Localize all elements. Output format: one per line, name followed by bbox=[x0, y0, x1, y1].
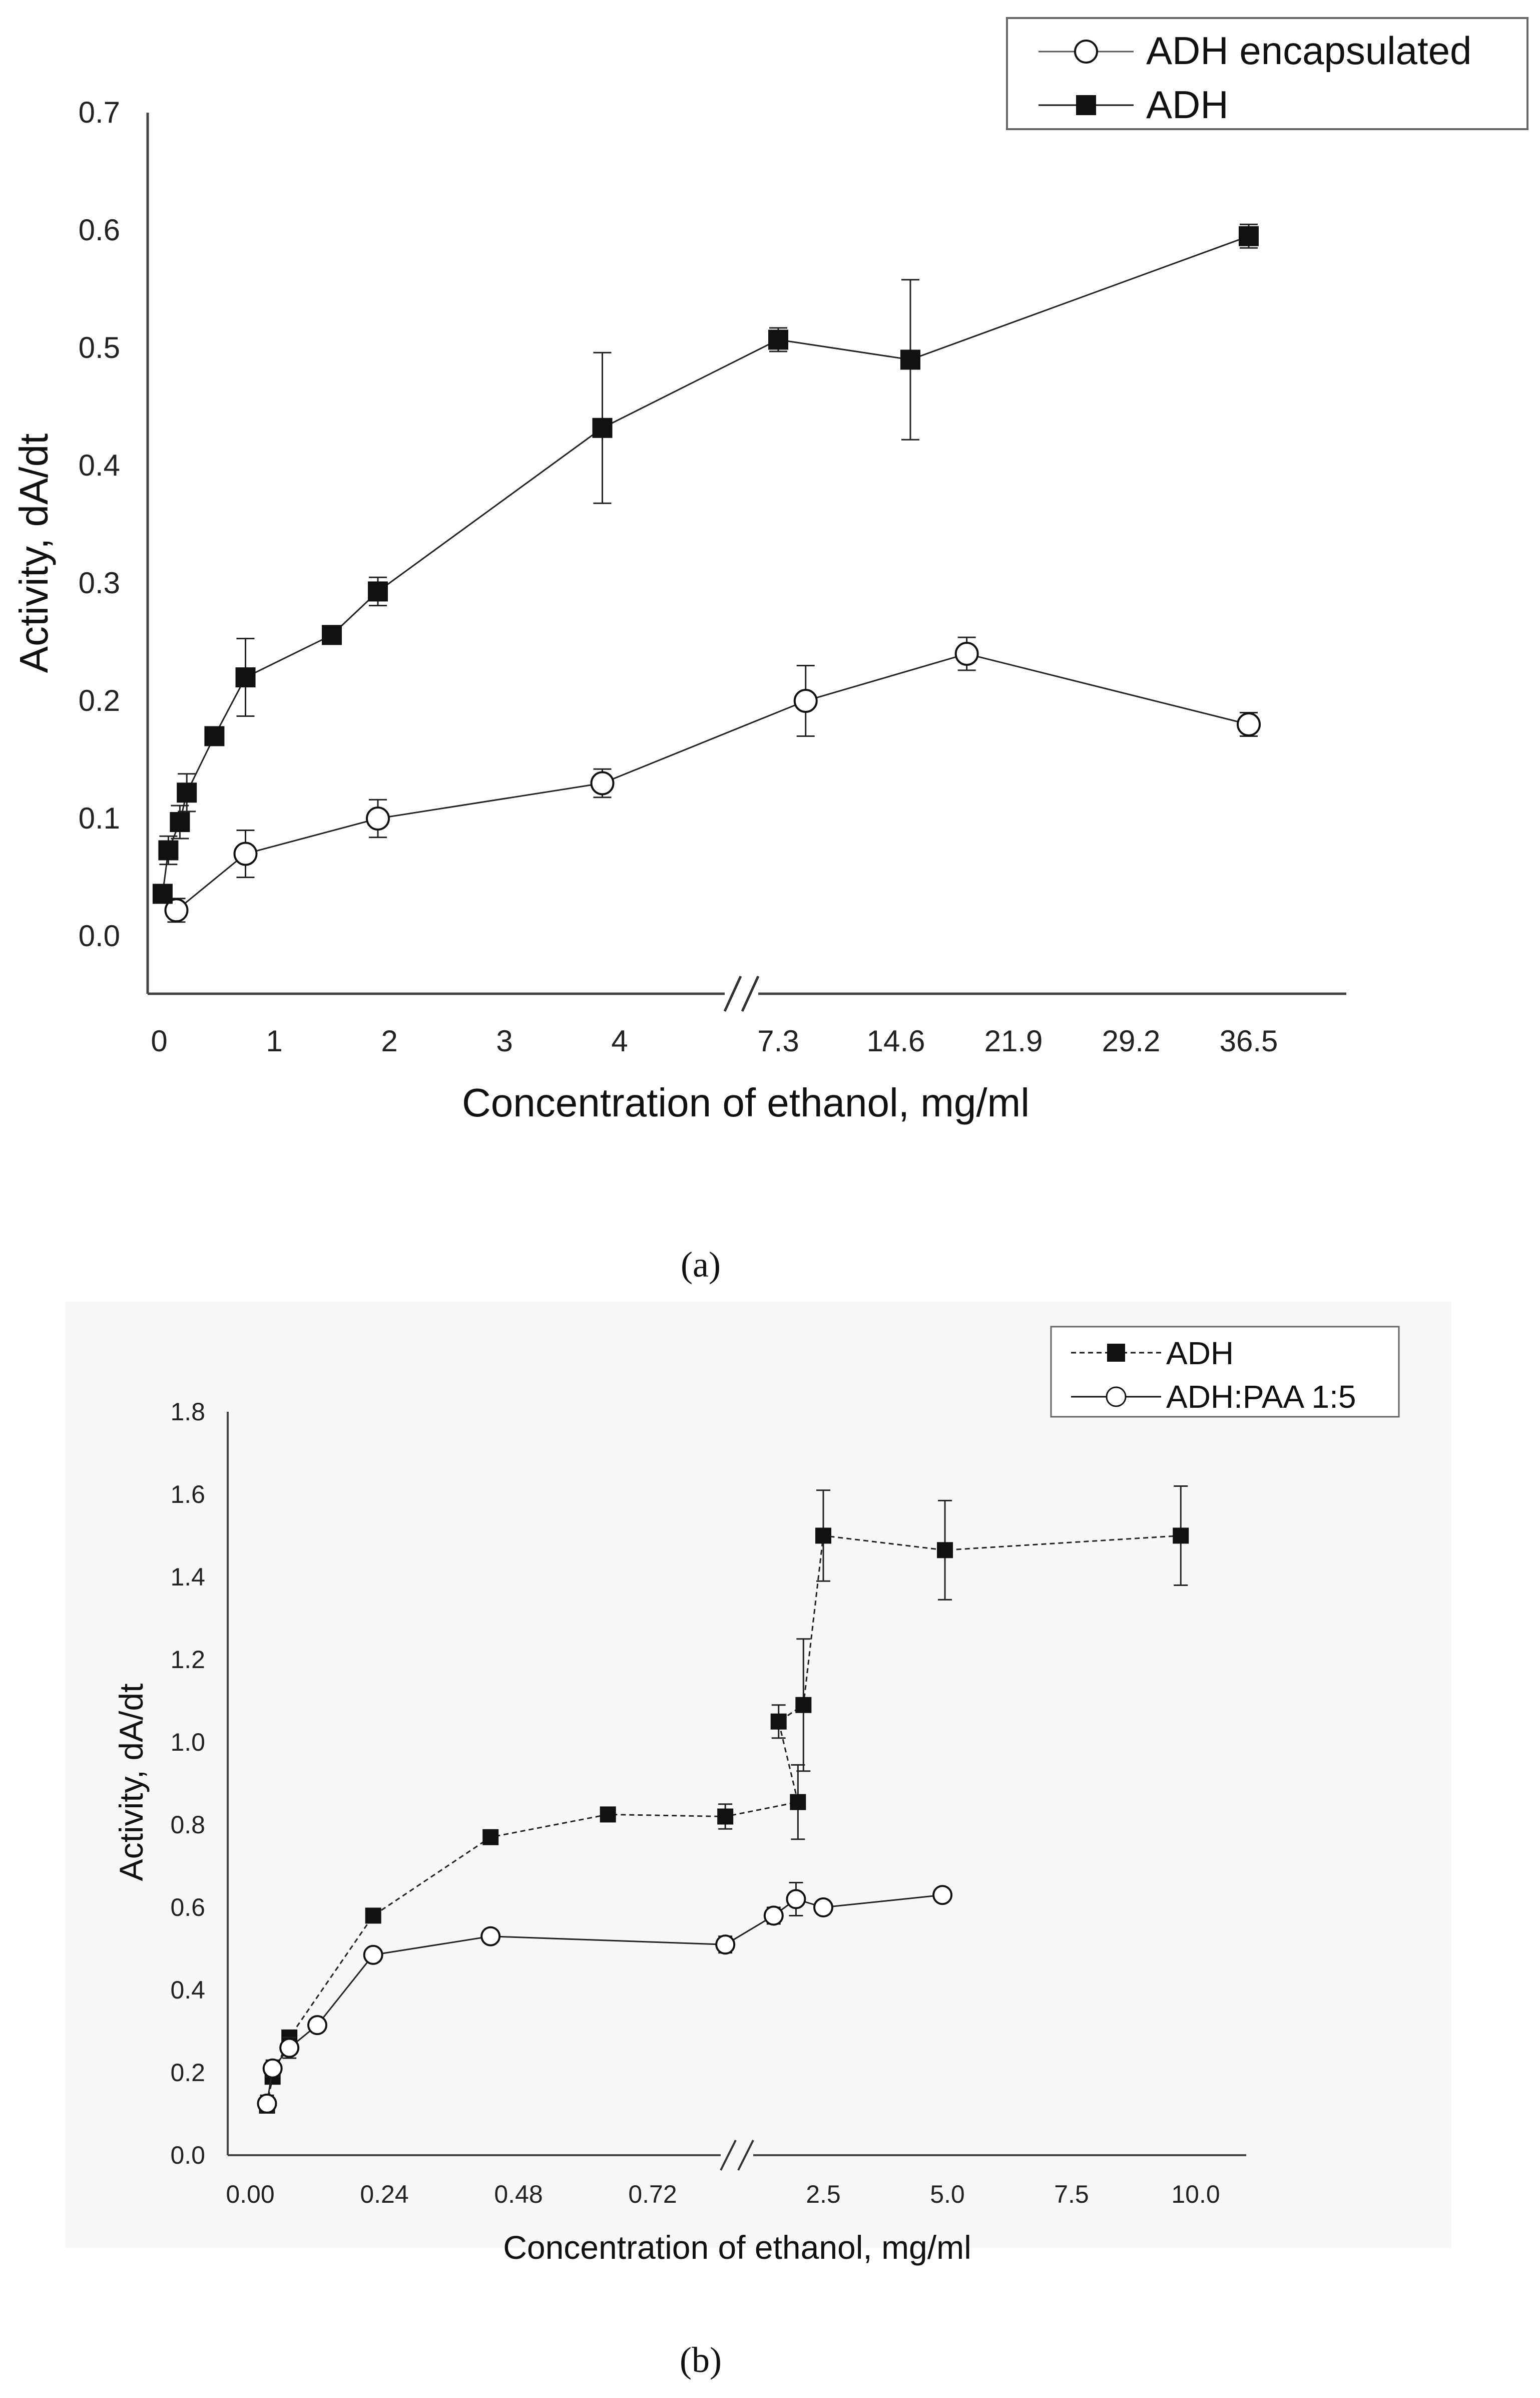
legend-open-circle-icon bbox=[1106, 1386, 1127, 1407]
data-point-circle bbox=[257, 2093, 277, 2114]
data-point-circle bbox=[590, 771, 615, 795]
legend-open-circle-icon bbox=[1074, 40, 1098, 64]
panel-b-axis-break-mark bbox=[720, 2140, 737, 2171]
data-point-square bbox=[1239, 226, 1259, 246]
panel-a-y-tick: 0.3 bbox=[79, 566, 120, 600]
panel-b-y-tick: 1.8 bbox=[170, 1398, 205, 1426]
panel-b-x-tick: 2.5 bbox=[806, 2180, 841, 2208]
data-point-square bbox=[815, 1527, 831, 1544]
panel-b-x-tick: 0.48 bbox=[494, 2180, 543, 2208]
panel-b-x-tick: 5.0 bbox=[930, 2180, 965, 2208]
panel-a-x-tick: 29.2 bbox=[1102, 1024, 1161, 1058]
panel-a-x-tick: 36.5 bbox=[1220, 1024, 1278, 1058]
data-point-circle bbox=[932, 1885, 953, 1905]
panel-b-y-tick: 0.2 bbox=[170, 2059, 205, 2087]
panel-b-y-axis-label: Activity, dA/dt bbox=[113, 1684, 150, 1881]
panel-a-legend: ADH encapsulated ADH bbox=[1006, 17, 1528, 130]
data-point-square bbox=[482, 1829, 499, 1845]
panel-b-x-tick: 0.72 bbox=[628, 2180, 677, 2208]
panel-b-axis-break-mark bbox=[737, 2140, 754, 2171]
data-point-square bbox=[770, 1713, 787, 1730]
data-point-circle bbox=[480, 1926, 501, 1946]
panel-b-chart: 0.0 0.2 0.4 0.6 0.8 1.0 1.2 1.4 1.6 1.8 … bbox=[113, 1326, 1400, 2266]
data-point-circle bbox=[813, 1897, 833, 1917]
data-point-square bbox=[158, 840, 179, 861]
legend-entry: ADH encapsulated bbox=[1146, 29, 1471, 73]
panel-a-axis-break-mark bbox=[741, 975, 760, 1012]
panel-a-y-tick: 0.0 bbox=[79, 919, 120, 953]
data-point-square bbox=[177, 782, 197, 803]
panel-a-y-tick: 0.6 bbox=[79, 213, 120, 247]
data-point-square bbox=[768, 329, 788, 350]
data-point-square bbox=[900, 349, 920, 370]
panel-b-y-tick: 0.4 bbox=[170, 1976, 205, 2004]
data-point-circle bbox=[233, 842, 258, 866]
data-point-circle bbox=[366, 807, 390, 831]
data-point-square bbox=[152, 884, 173, 904]
panel-b-x-tick: 0.00 bbox=[226, 2180, 274, 2208]
panel-b-caption: (b) bbox=[680, 2340, 722, 2380]
panel-b-legend: ADH ADH:PAA 1:5 bbox=[1050, 1326, 1400, 1418]
data-point-square bbox=[717, 1808, 734, 1825]
data-point-circle bbox=[715, 1934, 736, 1955]
panel-a-y-tick: 0.4 bbox=[79, 449, 120, 482]
data-point-square bbox=[322, 625, 342, 645]
panel-a-caption: (a) bbox=[681, 1245, 721, 1285]
panel-b-y-tick: 0.6 bbox=[170, 1893, 205, 1921]
data-point-circle bbox=[954, 642, 979, 666]
legend-entry: ADH bbox=[1166, 1335, 1234, 1371]
data-point-square bbox=[795, 1697, 812, 1713]
panel-a-x-tick: 4 bbox=[611, 1024, 628, 1058]
data-point-square bbox=[365, 1907, 381, 1924]
panel-b-y-tick: 1.2 bbox=[170, 1646, 205, 1674]
panel-a-x-tick: 1 bbox=[266, 1024, 282, 1058]
data-point-circle bbox=[262, 2058, 283, 2079]
panel-b-x-tick: 0.24 bbox=[360, 2180, 408, 2208]
legend-entry: ADH bbox=[1146, 83, 1229, 127]
panel-a-y-tick: 0.5 bbox=[79, 331, 120, 364]
data-point-square bbox=[235, 667, 256, 687]
data-point-circle bbox=[307, 2015, 327, 2036]
panel-a-x-tick: 3 bbox=[496, 1024, 512, 1058]
data-point-circle bbox=[279, 2038, 300, 2058]
panel-b-x-tick: 10.0 bbox=[1171, 2180, 1220, 2208]
panel-b-y-tick: 1.0 bbox=[170, 1728, 205, 1756]
data-point-square bbox=[368, 581, 388, 602]
data-point-square bbox=[592, 418, 613, 438]
data-point-circle bbox=[363, 1944, 383, 1965]
data-point-square bbox=[937, 1542, 953, 1558]
panel-a-x-tick: 7.3 bbox=[757, 1024, 799, 1058]
panel-a-x-tick: 2 bbox=[381, 1024, 397, 1058]
panel-a-x-tick: 0 bbox=[151, 1024, 167, 1058]
data-point-circle bbox=[1237, 712, 1261, 736]
data-point-circle bbox=[793, 689, 818, 713]
legend-filled-square-icon bbox=[1076, 95, 1096, 115]
panel-b-y-tick: 0.8 bbox=[170, 1811, 205, 1839]
panel-b-y-tick: 1.4 bbox=[170, 1563, 205, 1591]
panel-b-x-axis-label: Concentration of ethanol, mg/ml bbox=[503, 2229, 971, 2266]
panel-a-axis-break-mark bbox=[723, 975, 742, 1012]
data-point-circle bbox=[164, 898, 189, 923]
data-point-square bbox=[170, 812, 190, 833]
panel-b-y-tick: 1.6 bbox=[170, 1480, 205, 1508]
data-point-square bbox=[1173, 1527, 1189, 1544]
data-point-circle bbox=[786, 1889, 806, 1909]
panel-a-chart: 0.0 0.1 0.2 0.3 0.4 0.5 0.6 0.7 0 1 2 3 … bbox=[12, 17, 1528, 1285]
panel-a-x-tick: 21.9 bbox=[984, 1024, 1043, 1058]
panel-b-x-tick: 7.5 bbox=[1054, 2180, 1089, 2208]
data-point-circle bbox=[763, 1905, 784, 1926]
panel-a-x-tick: 14.6 bbox=[867, 1024, 925, 1058]
panel-b-y-tick: 0.0 bbox=[170, 2141, 205, 2169]
data-point-square bbox=[790, 1794, 806, 1810]
panel-a-y-tick: 0.7 bbox=[79, 96, 120, 129]
data-point-square bbox=[204, 726, 225, 746]
panel-a-y-axis-label: Activity, dA/dt bbox=[12, 434, 56, 673]
legend-entry: ADH:PAA 1:5 bbox=[1166, 1379, 1356, 1415]
panel-a-y-tick: 0.2 bbox=[79, 684, 120, 717]
panel-a-x-axis-label: Concentration of ethanol, mg/ml bbox=[462, 1080, 1030, 1125]
data-point-square bbox=[600, 1806, 616, 1823]
panel-a-y-tick: 0.1 bbox=[79, 802, 120, 835]
legend-filled-square-icon bbox=[1107, 1344, 1125, 1362]
